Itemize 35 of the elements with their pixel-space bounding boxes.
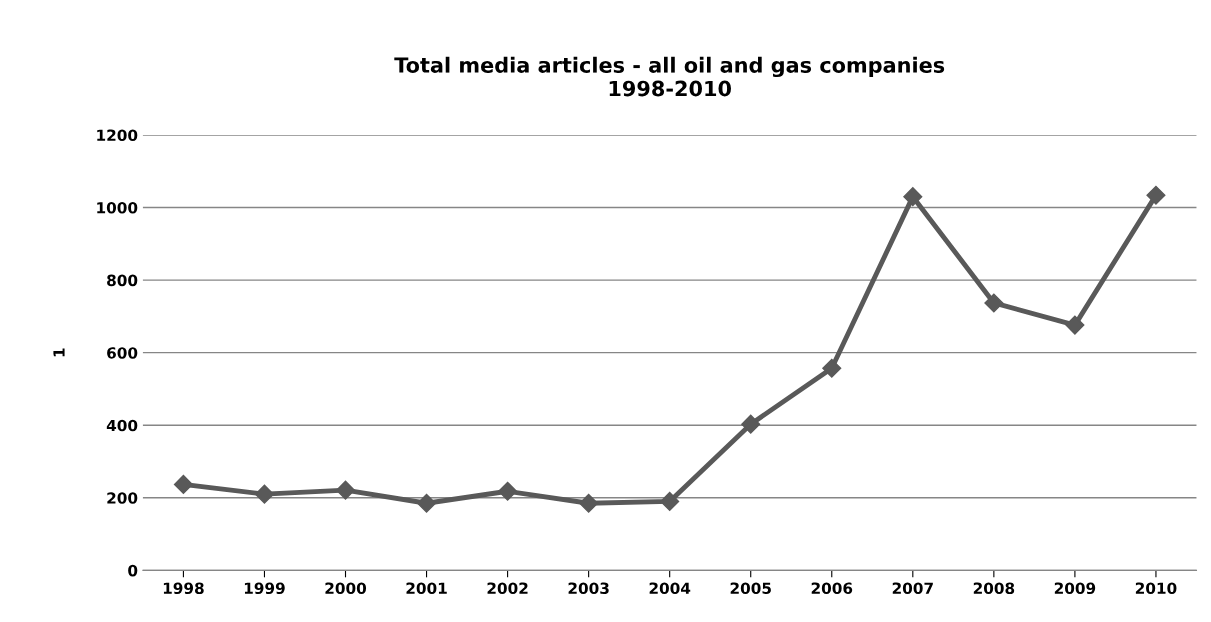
point — [579, 493, 599, 513]
point — [1065, 315, 1085, 335]
y-tick-label: 0 — [128, 564, 138, 577]
x-tick-label: 2005 — [730, 582, 771, 595]
x-tick-label: 2007 — [892, 582, 933, 595]
point — [984, 293, 1004, 313]
y-tick-label: 400 — [106, 419, 138, 432]
point — [822, 358, 842, 378]
point — [335, 480, 356, 500]
x-tick-label: 1999 — [244, 582, 285, 595]
x-tick-label: 2004 — [649, 582, 691, 595]
y-axis-title: 1 — [53, 348, 65, 357]
y-tick-label: 200 — [107, 492, 138, 504]
y-tick-label: 1000 — [97, 202, 138, 214]
y-tick-label: 600 — [107, 347, 138, 359]
x-tick-label: 2001 — [406, 582, 447, 595]
x-tick-label: 2006 — [811, 582, 853, 595]
y-tick-label: 800 — [107, 274, 138, 287]
y-tick-label: 1200 — [97, 129, 138, 141]
x-tick-label: 2009 — [1054, 582, 1096, 595]
x-tick-label: 2000 — [325, 582, 367, 595]
point — [903, 187, 923, 207]
x-tick-label: 1998 — [163, 582, 204, 595]
point — [660, 491, 680, 511]
x-tick-label: 2010 — [1135, 582, 1177, 595]
x-tick-label: 2003 — [568, 582, 609, 595]
point — [417, 493, 437, 513]
x-tick-label: 2008 — [973, 582, 1015, 595]
point — [741, 414, 761, 434]
point — [498, 481, 518, 501]
point — [254, 484, 274, 504]
point — [1146, 185, 1166, 205]
chart-title: Total media articles - all oil and gas companies 1998-2010 — [394, 56, 945, 97]
x-tick-label: 2002 — [487, 582, 528, 595]
point — [173, 474, 193, 494]
